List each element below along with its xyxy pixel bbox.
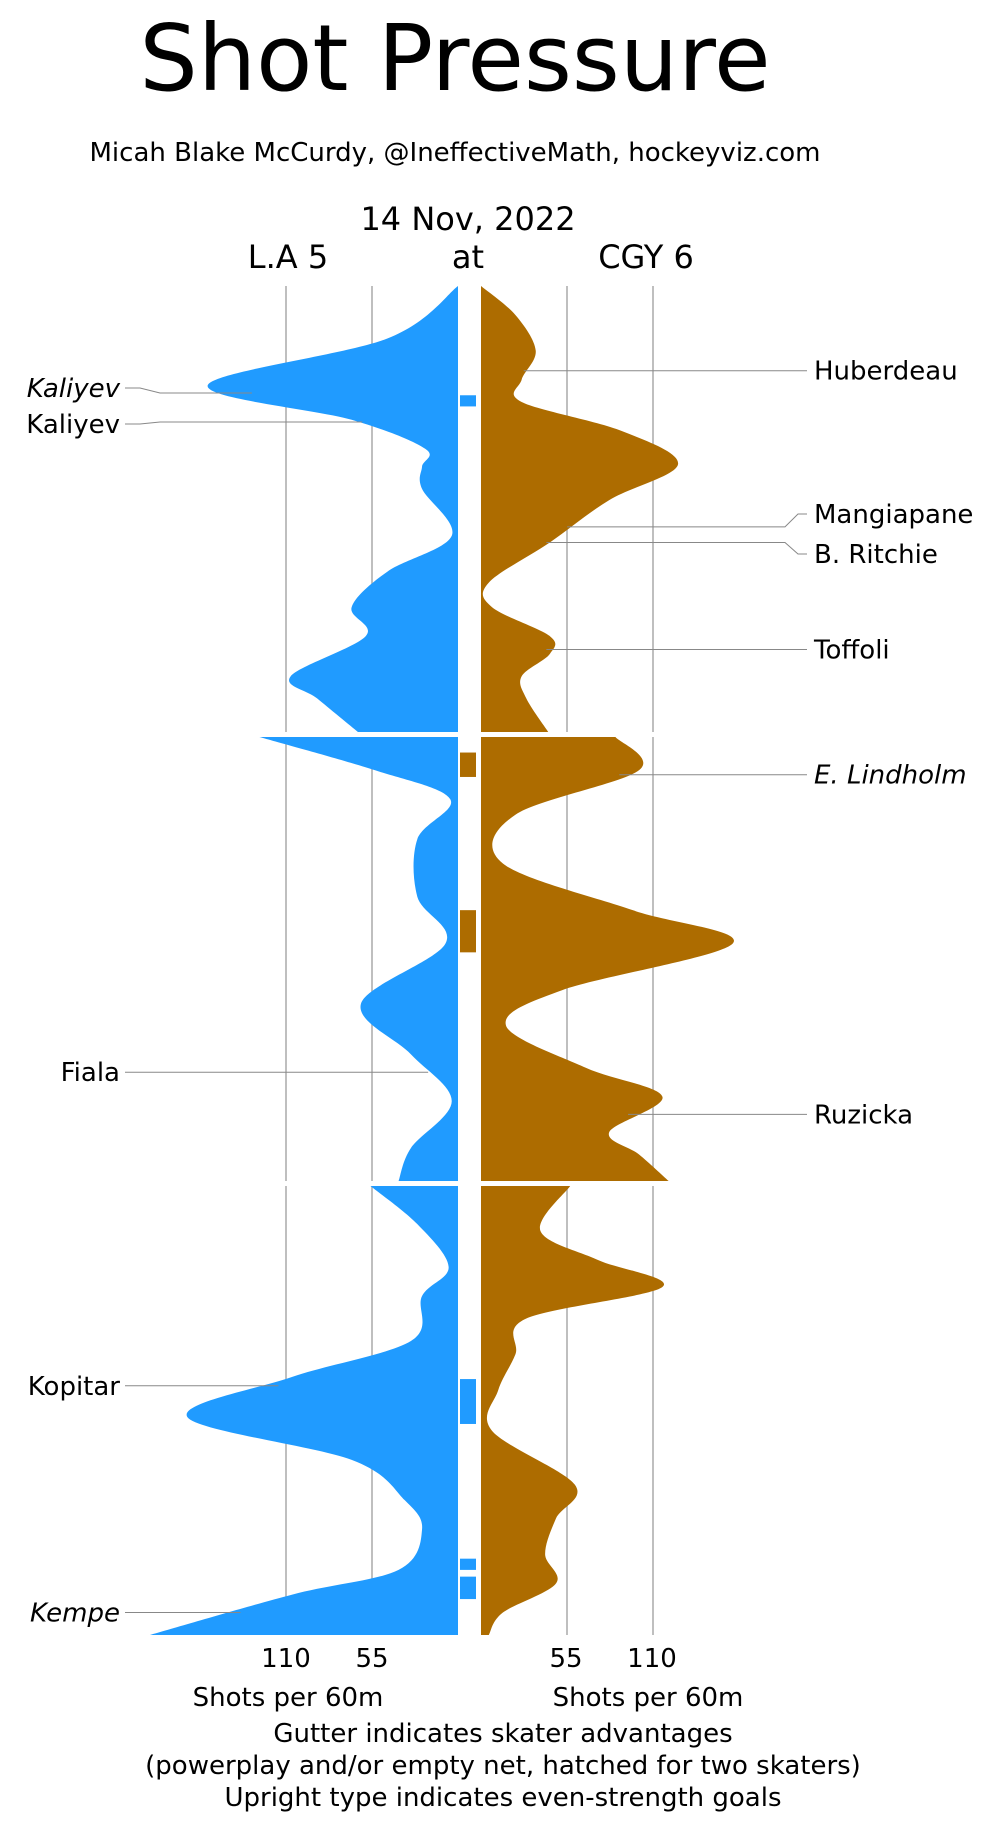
goal-label-huberdeau: Huberdeau (814, 357, 958, 387)
goal-label-toffoli: Toffoli (813, 635, 890, 665)
gutter-advantage-bar (460, 1379, 476, 1424)
gutter-advantage-bar (460, 910, 476, 953)
footer-line-1: Gutter indicates skater advantages (273, 1719, 732, 1749)
gutter-advantage-bar (460, 395, 476, 407)
at-label: at (452, 238, 484, 276)
gutter-advantage-bar (460, 1558, 476, 1570)
game-date: 14 Nov, 2022 (360, 200, 575, 238)
home-shot-area-period-2 (481, 737, 734, 1181)
tick-left-55: 55 (355, 1644, 388, 1674)
goal-leader-line (546, 541, 807, 555)
goal-label-mangiapane: Mangiapane (814, 500, 973, 530)
gutter-advantage-bar (460, 1576, 476, 1600)
footer-line-3: Upright type indicates even-strength goa… (224, 1783, 781, 1813)
goal-leader-line (125, 387, 252, 394)
away-shot-area-period-1 (207, 286, 458, 732)
chart-title: Shot Pressure (139, 5, 770, 112)
goal-label-e-lindholm: E. Lindholm (814, 761, 967, 791)
goal-label-kaliyev: Kaliyev (27, 374, 121, 404)
away-shot-area-period-3 (149, 1186, 459, 1635)
goal-labels: Kaliyev Kaliyev Fiala Kopitar Kempe Huberdeau… (26, 357, 973, 1629)
goal-leader-line (567, 513, 807, 528)
goal-label-kempe: Kempe (30, 1599, 120, 1629)
goal-leader-line (125, 421, 363, 425)
goal-label-ruzicka: Ruzicka (814, 1100, 913, 1130)
x-axis-label-right: Shots per 60m (553, 1683, 744, 1713)
goal-label-kaliyev: Kaliyev (26, 410, 120, 440)
tick-right-110: 110 (627, 1644, 677, 1674)
home-shot-area-period-3 (481, 1186, 665, 1635)
x-axis-label-left: Shots per 60m (193, 1683, 384, 1713)
shot-areas (149, 286, 734, 1635)
away-shot-area-period-2 (259, 737, 458, 1181)
gutter-advantages (460, 395, 476, 1600)
goal-label-b-ritchie: B. Ritchie (814, 540, 938, 570)
home-shot-area-period-1 (481, 286, 679, 732)
goal-label-kopitar: Kopitar (28, 1372, 121, 1402)
goal-label-fiala: Fiala (61, 1058, 120, 1088)
footer-line-2: (powerplay and/or empty net, hatched for… (145, 1751, 861, 1781)
gutter-advantage-bar (460, 752, 476, 777)
tick-left-110: 110 (261, 1644, 311, 1674)
chart-subtitle: Micah Blake McCurdy, @IneffectiveMath, h… (90, 138, 821, 168)
tick-right-55: 55 (549, 1644, 582, 1674)
away-team-label: L.A 5 (248, 238, 328, 276)
home-team-label: CGY 6 (598, 238, 694, 276)
